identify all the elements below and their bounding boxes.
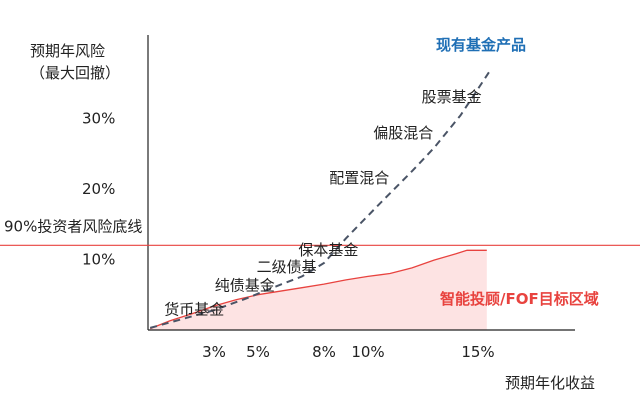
fund-type-label: 配置混合 <box>329 169 389 187</box>
fund-type-label: 二级债基 <box>257 258 317 276</box>
target-area-fill <box>150 250 487 330</box>
x-axis-title: 预期年化收益 <box>505 374 595 392</box>
risk-threshold-label: 90%投资者风险底线 <box>4 217 142 235</box>
fund-type-label: 股票基金 <box>422 88 482 106</box>
x-tick-label: 15% <box>461 343 494 361</box>
y-axis-title-line1: 预期年风险 <box>30 42 105 60</box>
existing-funds-curve <box>149 68 493 329</box>
fund-type-label: 保本基金 <box>298 241 358 259</box>
existing-funds-label: 现有基金产品 <box>436 36 526 54</box>
target-area-line <box>149 249 487 330</box>
fund-type-label: 纯债基金 <box>215 276 275 294</box>
fund-type-label: 货币基金 <box>164 300 224 318</box>
x-tick-label: 8% <box>312 343 336 361</box>
x-tick-label: 3% <box>202 343 226 361</box>
y-tick-label: 20% <box>82 180 115 198</box>
y-axis-title-line2: （最大回撤） <box>30 64 120 82</box>
y-tick-label: 30% <box>82 109 115 127</box>
target-area-label: 智能投顾/FOF目标区域 <box>440 290 599 308</box>
x-tick-label: 5% <box>246 343 270 361</box>
y-tick-label: 10% <box>82 250 115 268</box>
x-tick-label: 10% <box>351 343 384 361</box>
fund-type-label: 偏股混合 <box>373 124 433 142</box>
